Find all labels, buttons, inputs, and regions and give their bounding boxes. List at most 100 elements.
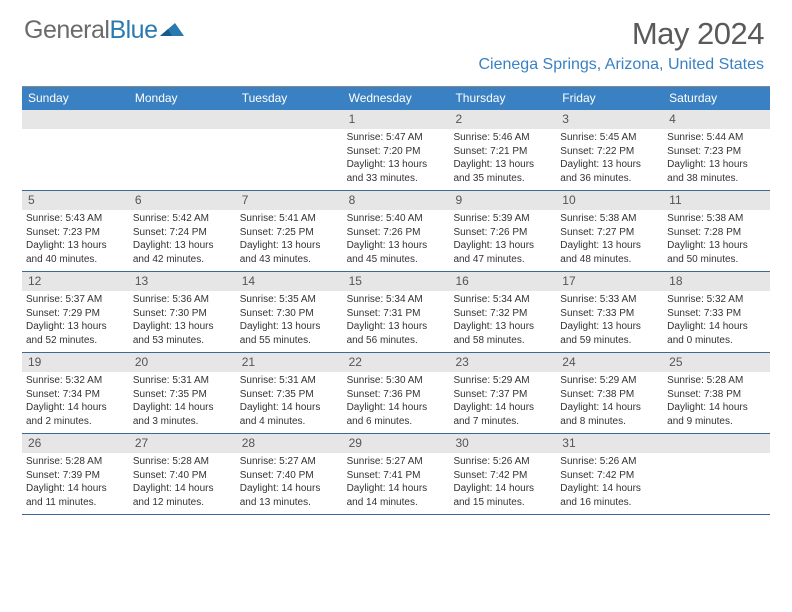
calendar: SundayMondayTuesdayWednesdayThursdayFrid…: [22, 86, 770, 515]
day-cell: [236, 110, 343, 190]
week-row: 26Sunrise: 5:28 AMSunset: 7:39 PMDayligh…: [22, 434, 770, 515]
day-details: Sunrise: 5:46 AMSunset: 7:21 PMDaylight:…: [449, 129, 556, 189]
day-cell: 21Sunrise: 5:31 AMSunset: 7:35 PMDayligh…: [236, 353, 343, 433]
day-number: 3: [556, 110, 663, 129]
day-details: Sunrise: 5:30 AMSunset: 7:36 PMDaylight:…: [343, 372, 450, 432]
day-cell: 25Sunrise: 5:28 AMSunset: 7:38 PMDayligh…: [663, 353, 770, 433]
day-details: Sunrise: 5:37 AMSunset: 7:29 PMDaylight:…: [22, 291, 129, 351]
day-number: 21: [236, 353, 343, 372]
day-details: Sunrise: 5:32 AMSunset: 7:34 PMDaylight:…: [22, 372, 129, 432]
logo-icon: [160, 20, 186, 38]
day-details: Sunrise: 5:42 AMSunset: 7:24 PMDaylight:…: [129, 210, 236, 270]
weeks-container: 1Sunrise: 5:47 AMSunset: 7:20 PMDaylight…: [22, 110, 770, 515]
day-details: Sunrise: 5:36 AMSunset: 7:30 PMDaylight:…: [129, 291, 236, 351]
day-number: 22: [343, 353, 450, 372]
day-cell: [129, 110, 236, 190]
day-cell: 3Sunrise: 5:45 AMSunset: 7:22 PMDaylight…: [556, 110, 663, 190]
month-title: May 2024: [479, 16, 765, 52]
day-cell: 7Sunrise: 5:41 AMSunset: 7:25 PMDaylight…: [236, 191, 343, 271]
day-cell: 14Sunrise: 5:35 AMSunset: 7:30 PMDayligh…: [236, 272, 343, 352]
day-details: Sunrise: 5:43 AMSunset: 7:23 PMDaylight:…: [22, 210, 129, 270]
day-details: Sunrise: 5:29 AMSunset: 7:37 PMDaylight:…: [449, 372, 556, 432]
day-cell: 24Sunrise: 5:29 AMSunset: 7:38 PMDayligh…: [556, 353, 663, 433]
day-cell: 8Sunrise: 5:40 AMSunset: 7:26 PMDaylight…: [343, 191, 450, 271]
day-details: Sunrise: 5:45 AMSunset: 7:22 PMDaylight:…: [556, 129, 663, 189]
day-number: 11: [663, 191, 770, 210]
day-number: 13: [129, 272, 236, 291]
day-details: Sunrise: 5:29 AMSunset: 7:38 PMDaylight:…: [556, 372, 663, 432]
day-cell: 5Sunrise: 5:43 AMSunset: 7:23 PMDaylight…: [22, 191, 129, 271]
day-details: Sunrise: 5:26 AMSunset: 7:42 PMDaylight:…: [556, 453, 663, 513]
day-number: 17: [556, 272, 663, 291]
day-number: 30: [449, 434, 556, 453]
day-details: Sunrise: 5:34 AMSunset: 7:31 PMDaylight:…: [343, 291, 450, 351]
title-block: May 2024 Cienega Springs, Arizona, Unite…: [479, 16, 765, 74]
week-row: 19Sunrise: 5:32 AMSunset: 7:34 PMDayligh…: [22, 353, 770, 434]
day-cell: 11Sunrise: 5:38 AMSunset: 7:28 PMDayligh…: [663, 191, 770, 271]
day-details: Sunrise: 5:28 AMSunset: 7:38 PMDaylight:…: [663, 372, 770, 432]
day-header-tuesday: Tuesday: [236, 87, 343, 110]
day-cell: 26Sunrise: 5:28 AMSunset: 7:39 PMDayligh…: [22, 434, 129, 514]
day-details: Sunrise: 5:32 AMSunset: 7:33 PMDaylight:…: [663, 291, 770, 351]
day-details: Sunrise: 5:31 AMSunset: 7:35 PMDaylight:…: [236, 372, 343, 432]
day-header-wednesday: Wednesday: [343, 87, 450, 110]
day-cell: 18Sunrise: 5:32 AMSunset: 7:33 PMDayligh…: [663, 272, 770, 352]
day-number: 29: [343, 434, 450, 453]
day-cell: 6Sunrise: 5:42 AMSunset: 7:24 PMDaylight…: [129, 191, 236, 271]
day-cell: [22, 110, 129, 190]
day-cell: 13Sunrise: 5:36 AMSunset: 7:30 PMDayligh…: [129, 272, 236, 352]
day-cell: 20Sunrise: 5:31 AMSunset: 7:35 PMDayligh…: [129, 353, 236, 433]
day-cell: 17Sunrise: 5:33 AMSunset: 7:33 PMDayligh…: [556, 272, 663, 352]
day-number: 16: [449, 272, 556, 291]
day-cell: 22Sunrise: 5:30 AMSunset: 7:36 PMDayligh…: [343, 353, 450, 433]
day-cell: 28Sunrise: 5:27 AMSunset: 7:40 PMDayligh…: [236, 434, 343, 514]
day-number: 7: [236, 191, 343, 210]
day-cell: 29Sunrise: 5:27 AMSunset: 7:41 PMDayligh…: [343, 434, 450, 514]
header: GeneralBlue May 2024 Cienega Springs, Ar…: [0, 0, 792, 78]
day-cell: 10Sunrise: 5:38 AMSunset: 7:27 PMDayligh…: [556, 191, 663, 271]
day-cell: 1Sunrise: 5:47 AMSunset: 7:20 PMDaylight…: [343, 110, 450, 190]
day-number: 10: [556, 191, 663, 210]
day-details: Sunrise: 5:34 AMSunset: 7:32 PMDaylight:…: [449, 291, 556, 351]
day-number: 26: [22, 434, 129, 453]
day-number: 12: [22, 272, 129, 291]
day-number: 28: [236, 434, 343, 453]
day-details: Sunrise: 5:33 AMSunset: 7:33 PMDaylight:…: [556, 291, 663, 351]
week-row: 12Sunrise: 5:37 AMSunset: 7:29 PMDayligh…: [22, 272, 770, 353]
day-details: Sunrise: 5:40 AMSunset: 7:26 PMDaylight:…: [343, 210, 450, 270]
day-number: 5: [22, 191, 129, 210]
day-cell: 27Sunrise: 5:28 AMSunset: 7:40 PMDayligh…: [129, 434, 236, 514]
day-header-saturday: Saturday: [663, 87, 770, 110]
day-cell: 31Sunrise: 5:26 AMSunset: 7:42 PMDayligh…: [556, 434, 663, 514]
day-details: Sunrise: 5:27 AMSunset: 7:40 PMDaylight:…: [236, 453, 343, 513]
day-number: 2: [449, 110, 556, 129]
day-details: Sunrise: 5:44 AMSunset: 7:23 PMDaylight:…: [663, 129, 770, 189]
day-number: 25: [663, 353, 770, 372]
day-number: 6: [129, 191, 236, 210]
day-cell: 19Sunrise: 5:32 AMSunset: 7:34 PMDayligh…: [22, 353, 129, 433]
day-number: 19: [22, 353, 129, 372]
day-details: Sunrise: 5:26 AMSunset: 7:42 PMDaylight:…: [449, 453, 556, 513]
day-header-row: SundayMondayTuesdayWednesdayThursdayFrid…: [22, 87, 770, 110]
day-cell: [663, 434, 770, 514]
day-number: 31: [556, 434, 663, 453]
day-header-thursday: Thursday: [449, 87, 556, 110]
day-details: Sunrise: 5:41 AMSunset: 7:25 PMDaylight:…: [236, 210, 343, 270]
day-number: 23: [449, 353, 556, 372]
day-header-monday: Monday: [129, 87, 236, 110]
week-row: 1Sunrise: 5:47 AMSunset: 7:20 PMDaylight…: [22, 110, 770, 191]
day-number: 18: [663, 272, 770, 291]
day-details: Sunrise: 5:38 AMSunset: 7:28 PMDaylight:…: [663, 210, 770, 270]
logo-text-2: Blue: [109, 16, 157, 45]
day-cell: 23Sunrise: 5:29 AMSunset: 7:37 PMDayligh…: [449, 353, 556, 433]
day-cell: 16Sunrise: 5:34 AMSunset: 7:32 PMDayligh…: [449, 272, 556, 352]
day-details: Sunrise: 5:35 AMSunset: 7:30 PMDaylight:…: [236, 291, 343, 351]
logo-text-1: General: [24, 16, 109, 45]
day-number: [22, 110, 129, 129]
day-number: [663, 434, 770, 453]
day-cell: 30Sunrise: 5:26 AMSunset: 7:42 PMDayligh…: [449, 434, 556, 514]
location-text: Cienega Springs, Arizona, United States: [479, 56, 765, 74]
day-details: Sunrise: 5:27 AMSunset: 7:41 PMDaylight:…: [343, 453, 450, 513]
day-number: 4: [663, 110, 770, 129]
day-details: Sunrise: 5:28 AMSunset: 7:40 PMDaylight:…: [129, 453, 236, 513]
